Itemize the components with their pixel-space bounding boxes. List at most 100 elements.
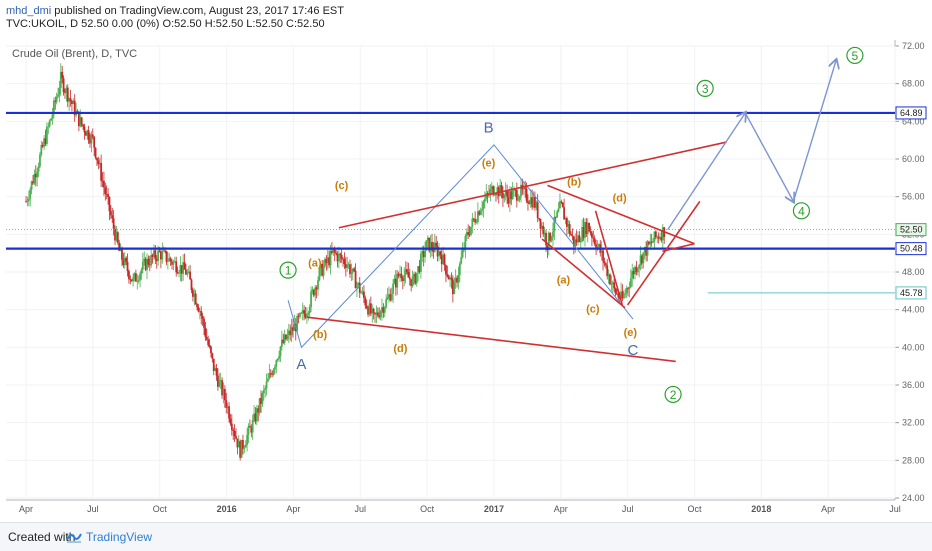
candle-body [52, 100, 55, 115]
candle-body [194, 293, 197, 305]
candle-body [267, 378, 269, 382]
candle-body [293, 324, 296, 331]
candle-body [532, 196, 535, 208]
candle-body [389, 294, 392, 301]
projection-segment [792, 60, 836, 202]
candle-body [126, 261, 129, 272]
trendline [306, 316, 676, 363]
candle-body [577, 235, 579, 243]
candle-body [80, 117, 83, 125]
candle-body [609, 274, 611, 285]
candle-body [33, 174, 36, 184]
wave-circle [279, 261, 297, 279]
candle-body [610, 283, 613, 285]
candle-body [634, 266, 636, 275]
candle-body [185, 269, 187, 275]
candle-body [425, 240, 428, 251]
candle-body [283, 334, 286, 343]
candle-body [73, 100, 76, 116]
candle-body [561, 202, 564, 208]
candle-body [344, 263, 347, 268]
candle-body [421, 251, 424, 255]
candle-body [335, 252, 337, 254]
candle-body [54, 100, 57, 102]
candle-body [597, 244, 600, 246]
candle-body [518, 196, 521, 200]
x-tick-label: Jul [889, 504, 901, 514]
y-tick-label: 64.00 [902, 116, 925, 126]
y-tick-label: 60.00 [902, 154, 925, 164]
candle-body [332, 249, 335, 253]
candle-body [622, 294, 625, 299]
candle-body [486, 193, 489, 194]
candle-body [243, 447, 246, 449]
candle-body [643, 247, 646, 253]
candle-body [413, 273, 415, 277]
price-tag [895, 286, 927, 300]
candle-body [374, 312, 376, 315]
y-tick-label: 44.00 [902, 305, 925, 315]
candle-body [242, 440, 244, 449]
candle-body [475, 221, 478, 223]
candle-body [629, 278, 632, 288]
trendline [547, 184, 695, 245]
candle-body [650, 241, 653, 243]
candle-body [137, 280, 140, 282]
candle-body [368, 303, 371, 315]
candle-body [364, 297, 367, 306]
candle-body [140, 269, 143, 274]
candle-body [176, 272, 179, 274]
x-tick-label: Oct [687, 504, 702, 514]
candle-body [641, 255, 643, 264]
candle-body [235, 436, 237, 439]
wave-label: (d) [613, 192, 627, 204]
candle-body [321, 263, 324, 276]
candle-body [100, 162, 103, 181]
candle-body [388, 294, 390, 297]
candle-body [161, 251, 164, 260]
candle-body [114, 228, 116, 241]
candle-body [255, 408, 258, 422]
candle-body [367, 308, 369, 315]
candle-body [190, 279, 193, 290]
candle-body [39, 154, 41, 167]
wave-label: (a) [308, 257, 322, 269]
chart-area[interactable]: 72.0068.0064.0060.0056.0052.0048.0044.00… [0, 36, 932, 526]
wave-label: (a) [557, 274, 571, 286]
candle-body [538, 218, 540, 219]
candle-body [356, 284, 358, 289]
candle-body [635, 266, 638, 273]
candle-body [510, 191, 513, 200]
candle-body [431, 242, 433, 250]
candle-body [193, 293, 196, 297]
candle-body [406, 269, 408, 273]
candle-body [96, 157, 98, 161]
price-chart[interactable]: 72.0068.0064.0060.0056.0052.0048.0044.00… [0, 36, 932, 526]
candle-body [225, 400, 228, 408]
candle-body [515, 190, 518, 201]
candle-body [324, 258, 326, 266]
candle-body [257, 408, 260, 413]
candle-body [620, 291, 623, 299]
candle-body [392, 283, 394, 294]
candle-body [26, 200, 29, 202]
candle-body [118, 242, 121, 251]
tradingview-brand[interactable]: TradingView [86, 530, 153, 544]
candle-body [449, 277, 451, 280]
candle-body [77, 111, 80, 127]
candle-body [592, 237, 595, 239]
candle-body [506, 191, 509, 197]
author-name[interactable]: mhd_dmi [6, 5, 52, 17]
candle-body [361, 291, 364, 293]
x-tick-label: Apr [19, 504, 33, 514]
candle-body [372, 308, 375, 313]
candle-body [613, 282, 616, 289]
candle-body [502, 192, 504, 199]
candle-body [171, 261, 173, 265]
candle-body [408, 277, 411, 280]
candle-body [55, 96, 58, 102]
y-tick-label: 32.00 [902, 418, 925, 428]
trendline [662, 242, 695, 253]
candle-body [378, 315, 381, 318]
candle-body [478, 211, 481, 215]
